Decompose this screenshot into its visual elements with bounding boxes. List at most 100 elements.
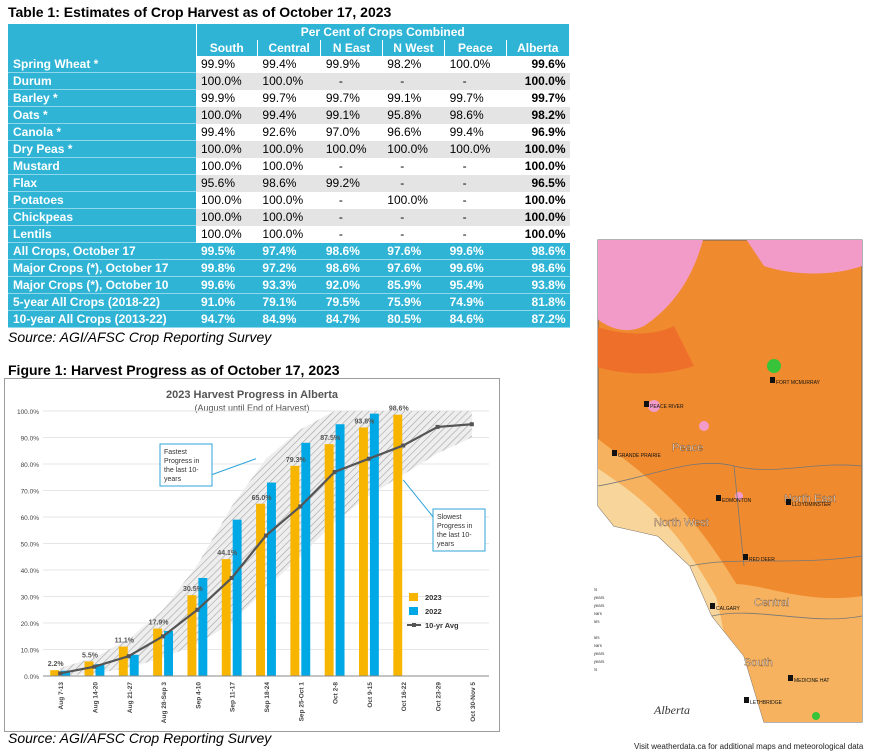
table-cell: 91.0% — [196, 293, 258, 311]
y-tick-label: 80.0% — [21, 462, 40, 469]
table-cell: 99.4% — [257, 56, 321, 73]
legend-swatch — [409, 607, 418, 615]
legend-swatch-marker — [412, 623, 416, 627]
city-label: EDMONTON — [722, 498, 751, 504]
table-cell: 99.6% — [196, 276, 258, 294]
table-cell: - — [320, 225, 383, 243]
data-label-2023: 93.8% — [355, 418, 376, 425]
data-label-2023: 65.0% — [252, 495, 273, 502]
x-tick-label: Sep 25-Oct 1 — [298, 682, 305, 722]
column-header-row: South Central N East N West Peace Alberta — [8, 40, 571, 56]
table-cell: 95.4% — [444, 276, 507, 294]
legend-swatch — [409, 593, 418, 601]
region-label: North East — [784, 493, 836, 505]
table-cell: 100.0% — [382, 140, 445, 158]
table-cell: 100.0% — [506, 72, 570, 90]
region-boundary — [689, 555, 863, 567]
city-label: GRANDE PRAIRIE — [618, 453, 661, 459]
ten-year-avg-point — [195, 607, 200, 612]
bar-2023 — [256, 503, 265, 676]
row-label: Flax — [8, 174, 196, 192]
bar-2022 — [95, 664, 105, 676]
region-label: Peace — [672, 442, 703, 454]
data-label-2023: 30.5% — [183, 586, 204, 593]
table-cell: - — [382, 174, 445, 192]
table-cell: 80.5% — [382, 310, 445, 328]
slowest-callout-text: the last 10- — [437, 532, 472, 539]
table-cell: 99.4% — [257, 106, 321, 124]
x-tick-label: Oct 9-15 — [367, 682, 374, 708]
fastest-callout-text: years — [164, 476, 182, 483]
table-cell: 93.3% — [257, 276, 321, 294]
y-tick-label: 70.0% — [21, 489, 40, 496]
green-spot — [676, 622, 688, 634]
table-cell: 99.8% — [196, 259, 258, 277]
table-cell: 100.0% — [196, 225, 258, 243]
data-label-2023: 17.9% — [149, 620, 170, 627]
table-cell: 92.6% — [257, 123, 321, 141]
temperature-map: Peace North East North West Central South FOR… — [509, 236, 866, 732]
pink-spot — [699, 421, 709, 431]
table-cell: 100.0% — [382, 191, 445, 209]
legend-label: 2022 — [425, 607, 442, 616]
city-marker — [716, 495, 721, 501]
row-label: Potatoes — [8, 191, 196, 209]
region-boundary — [733, 465, 745, 567]
city-label: FORT MCMURRAY — [776, 380, 821, 386]
table-cell: - — [444, 225, 507, 243]
table-cell: 100.0% — [506, 191, 570, 209]
table-corner — [8, 24, 197, 40]
city-marker — [743, 554, 748, 560]
x-tick-label: Oct 30-Nov 5 — [470, 682, 477, 722]
table-cell: 100.0% — [257, 225, 321, 243]
table-cell: 97.0% — [320, 123, 383, 141]
table-cell: 95.6% — [196, 174, 258, 192]
table-row: Oats * 100.0% 99.4% 99.1% 95.8% 98.6% 98.2% — [8, 106, 570, 124]
table-cell: 79.5% — [320, 293, 383, 311]
bar-2023 — [187, 595, 197, 676]
green-spot — [767, 359, 781, 373]
table-cell: 99.4% — [444, 123, 507, 141]
y-tick-label: 100.0% — [17, 409, 39, 416]
y-tick-label: 90.0% — [21, 436, 40, 443]
city-label: RED DEER — [749, 557, 775, 563]
figure-title: Figure 1: Harvest Progress as of October… — [8, 362, 340, 378]
y-tick-label: 30.0% — [21, 595, 40, 602]
table-cell: 96.9% — [506, 123, 570, 141]
city-label: LETHBRIDGE — [750, 700, 783, 706]
map-legend-frequency: once in 12 to 25 years — [594, 651, 604, 656]
table-cell: 95.8% — [382, 106, 445, 124]
table-cell: 98.6% — [506, 242, 570, 260]
column-header-central: Central — [257, 40, 322, 56]
data-label-2023: 87.5% — [320, 435, 341, 442]
table-cell: 99.6% — [444, 259, 507, 277]
fastest-callout-box — [159, 443, 213, 487]
chart-subtitle: (August until End of Harvest) — [194, 403, 309, 413]
table-row: Barley * 99.9% 99.7% 99.7% 99.1% 99.7% 99.7% — [8, 89, 570, 107]
table-cell: 84.6% — [444, 310, 507, 328]
row-label: 5-year All Crops (2018-22) — [8, 293, 196, 311]
figure-source: Source: AGI/AFSC Crop Reporting Survey — [8, 730, 272, 746]
table-cell: - — [444, 191, 507, 209]
table-cell: 100.0% — [257, 140, 321, 158]
map-legend-frequency: < once in 50 years — [594, 667, 597, 672]
table-corner-2 — [8, 40, 197, 56]
data-label-2023: 5.5% — [82, 652, 99, 659]
x-tick-label: Sep 11-17 — [230, 682, 237, 712]
y-tick-label: 0.0% — [24, 674, 39, 681]
bar-2023 — [153, 628, 163, 676]
table-cell: 98.6% — [444, 106, 507, 124]
city-marker — [644, 401, 649, 407]
bar-2022 — [267, 482, 276, 676]
table-cell: 85.9% — [382, 276, 445, 294]
x-tick-label: Sep 18-24 — [264, 682, 271, 713]
table-cell: 99.7% — [506, 89, 570, 107]
summary-row: 10-year All Crops (2013-22) 94.7% 84.9% 84.… — [8, 310, 570, 328]
chart-svg: 2023 Harvest Progress in Alberta (August … — [17, 389, 489, 723]
region-label: Central — [754, 597, 789, 609]
table-cell: 97.6% — [382, 242, 445, 260]
table-cell: 100.0% — [196, 191, 258, 209]
table-cell: 87.2% — [506, 310, 570, 328]
city-marker — [710, 603, 715, 609]
table-cell: - — [320, 191, 383, 209]
